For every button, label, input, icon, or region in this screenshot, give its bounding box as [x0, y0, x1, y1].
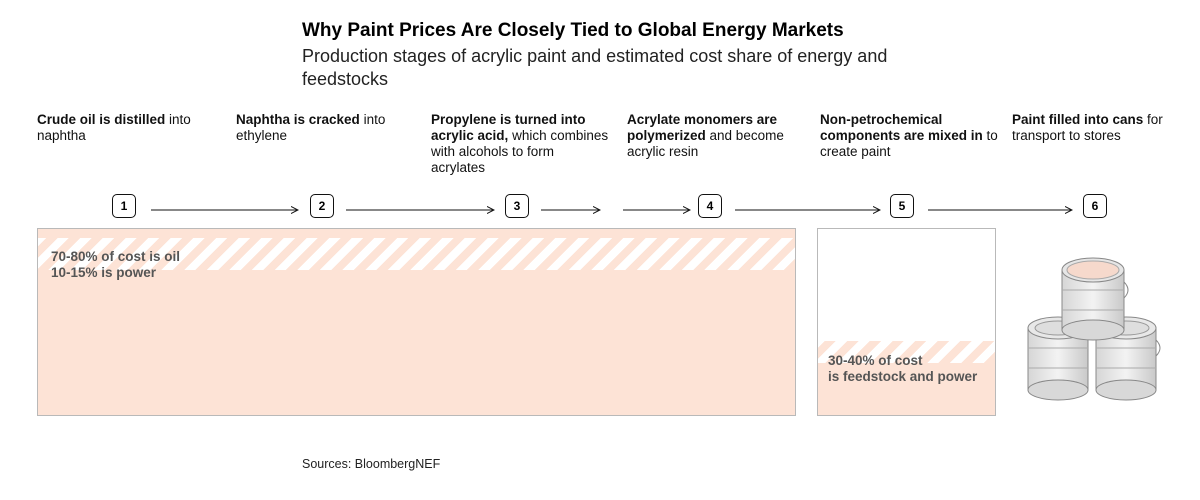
stage-4-description: Acrylate monomers are polymerized and be…: [627, 112, 784, 159]
paint-cans-icon: [1027, 257, 1161, 401]
step-marker-3: 3: [505, 194, 529, 218]
stage-3-description: Propylene is turned into acrylic acid, w…: [431, 112, 609, 175]
stage-2-description: Naphtha is cracked into ethylene: [236, 112, 386, 143]
cost-share-hatch: [38, 238, 795, 270]
chart-title: Why Paint Prices Are Closely Tied to Glo…: [302, 20, 844, 41]
chart-subtitle: Production stages of acrylic paint and e…: [302, 46, 888, 89]
step-marker-4: 4: [698, 194, 722, 218]
step-marker-6: 6: [1083, 194, 1107, 218]
mixing-cost-note: 30-40% of cost is feedstock and power: [828, 353, 978, 384]
mixing-hatch: [818, 341, 995, 363]
petrochemical-cost-box: 70-80% of cost is oil 10-15% is power: [37, 228, 796, 416]
step-marker-5: 5: [890, 194, 914, 218]
stage-6-description: Paint filled into cans for transport to …: [1012, 112, 1163, 143]
stage-1-description: Crude oil is distilled into naphtha: [37, 112, 191, 143]
step-marker-2: 2: [310, 194, 334, 218]
step-marker-1: 1: [112, 194, 136, 218]
petrochemical-cost-note: 70-80% of cost is oil 10-15% is power: [51, 249, 181, 280]
mixing-fill: [818, 363, 995, 415]
mixing-cost-box: 30-40% of cost is feedstock and power: [817, 228, 996, 416]
stage-5-description: Non-petrochemical components are mixed i…: [820, 112, 998, 159]
source-note: Sources: BloombergNEF: [302, 457, 441, 471]
paint-can-top: [1061, 257, 1129, 341]
